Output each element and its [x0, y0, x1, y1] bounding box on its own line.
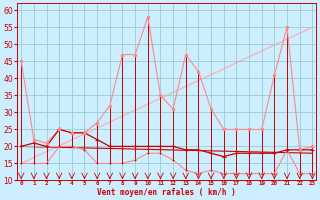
- X-axis label: Vent moyen/en rafales ( km/h ): Vent moyen/en rafales ( km/h ): [97, 188, 236, 197]
